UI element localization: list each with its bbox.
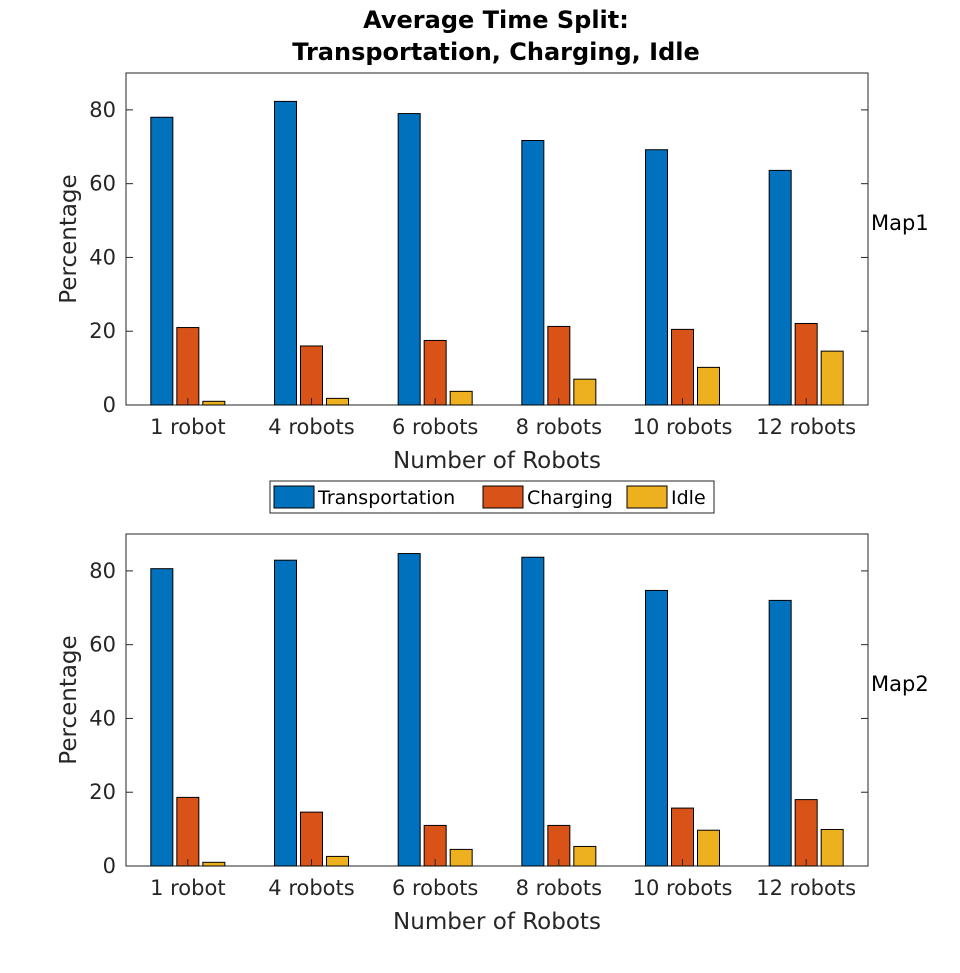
legend-swatch-charging — [482, 485, 524, 509]
y-axis-label: Percentage — [56, 635, 82, 764]
bar-transportation-3 — [521, 556, 545, 867]
x-tick-label: 8 robots — [516, 876, 602, 900]
legend-label-idle: Idle — [671, 487, 706, 509]
y-tick-label: 0 — [103, 854, 116, 878]
y-tick-label: 80 — [89, 559, 116, 583]
bar-charging-5 — [794, 322, 818, 406]
bar-charging-2 — [423, 339, 447, 406]
bar-transportation-5 — [768, 599, 792, 867]
chart-panel-map2: 0 20 40 60 80 1 robot 4 robots 6 robots 8 robots… — [56, 533, 929, 935]
legend-swatch-transportation — [273, 485, 315, 509]
y-tick-label: 20 — [89, 319, 116, 343]
map-side-label: Map2 — [871, 672, 929, 696]
y-tick-label: 0 — [103, 393, 116, 417]
bar-idle-1 — [326, 855, 349, 867]
plot-area — [125, 72, 869, 406]
bar-transportation-5 — [768, 169, 792, 406]
legend-label-charging: Charging — [527, 487, 613, 509]
x-tick-label: 1 robot — [150, 415, 225, 439]
bar-charging-3 — [547, 325, 571, 406]
bar-idle-3 — [573, 378, 597, 406]
bar-transportation-0 — [150, 116, 174, 406]
bar-idle-5 — [820, 350, 844, 406]
x-tick-label: 6 robots — [392, 415, 478, 439]
map-side-label: Map1 — [871, 211, 929, 235]
x-tick-label: 6 robots — [392, 876, 478, 900]
bar-idle-1 — [326, 397, 349, 406]
bar-charging-1 — [300, 345, 323, 406]
chart-title-line-2: Transportation, Charging, Idle — [292, 38, 700, 66]
bar-idle-5 — [820, 828, 844, 867]
bar-transportation-3 — [521, 140, 545, 406]
bar-transportation-2 — [397, 553, 421, 867]
legend-label-transportation: Transportation — [317, 487, 455, 509]
bar-idle-3 — [573, 845, 597, 867]
bar-transportation-4 — [645, 589, 668, 867]
bar-transportation-1 — [274, 100, 297, 406]
bar-idle-2 — [449, 848, 473, 867]
x-tick-label: 8 robots — [516, 415, 602, 439]
legend-swatch-idle — [626, 485, 668, 509]
bar-charging-0 — [176, 327, 200, 406]
bar-charging-4 — [671, 328, 694, 406]
bar-idle-0 — [202, 861, 226, 867]
x-axis-label: Number of Robots — [393, 909, 601, 935]
x-tick-label: 10 robots — [633, 876, 733, 900]
y-axis-label: Percentage — [56, 174, 82, 303]
chart-title-line-1: Average Time Split: — [363, 6, 629, 34]
y-tick-label: 20 — [89, 780, 116, 804]
y-tick-label: 60 — [89, 172, 116, 196]
bar-charging-0 — [176, 796, 200, 867]
x-axis-label: Number of Robots — [393, 448, 601, 474]
bar-idle-4 — [697, 829, 720, 867]
x-tick-label: 12 robots — [756, 876, 856, 900]
bar-transportation-0 — [150, 568, 174, 867]
x-tick-label: 1 robot — [150, 876, 225, 900]
x-tick-label: 12 robots — [756, 415, 856, 439]
y-tick-label: 60 — [89, 633, 116, 657]
bar-charging-1 — [300, 811, 323, 867]
legend: Transportation Charging Idle — [269, 480, 715, 514]
bar-transportation-1 — [274, 559, 297, 867]
y-tick-label: 80 — [89, 98, 116, 122]
bar-idle-2 — [449, 390, 473, 406]
bar-charging-5 — [794, 799, 818, 867]
x-tick-label: 4 robots — [268, 415, 354, 439]
bar-transportation-4 — [645, 149, 668, 406]
bar-transportation-2 — [397, 113, 421, 406]
y-tick-label: 40 — [89, 245, 116, 269]
bar-idle-4 — [697, 366, 720, 406]
y-tick-label: 40 — [89, 706, 116, 730]
x-tick-label: 10 robots — [633, 415, 733, 439]
bar-charging-4 — [671, 807, 694, 867]
bar-idle-0 — [202, 400, 226, 406]
chart-panel-map1: 0 20 40 60 80 1 robot 4 robots 6 robots 8 robots… — [56, 72, 929, 474]
plot-area — [125, 533, 869, 867]
x-tick-label: 4 robots — [268, 876, 354, 900]
